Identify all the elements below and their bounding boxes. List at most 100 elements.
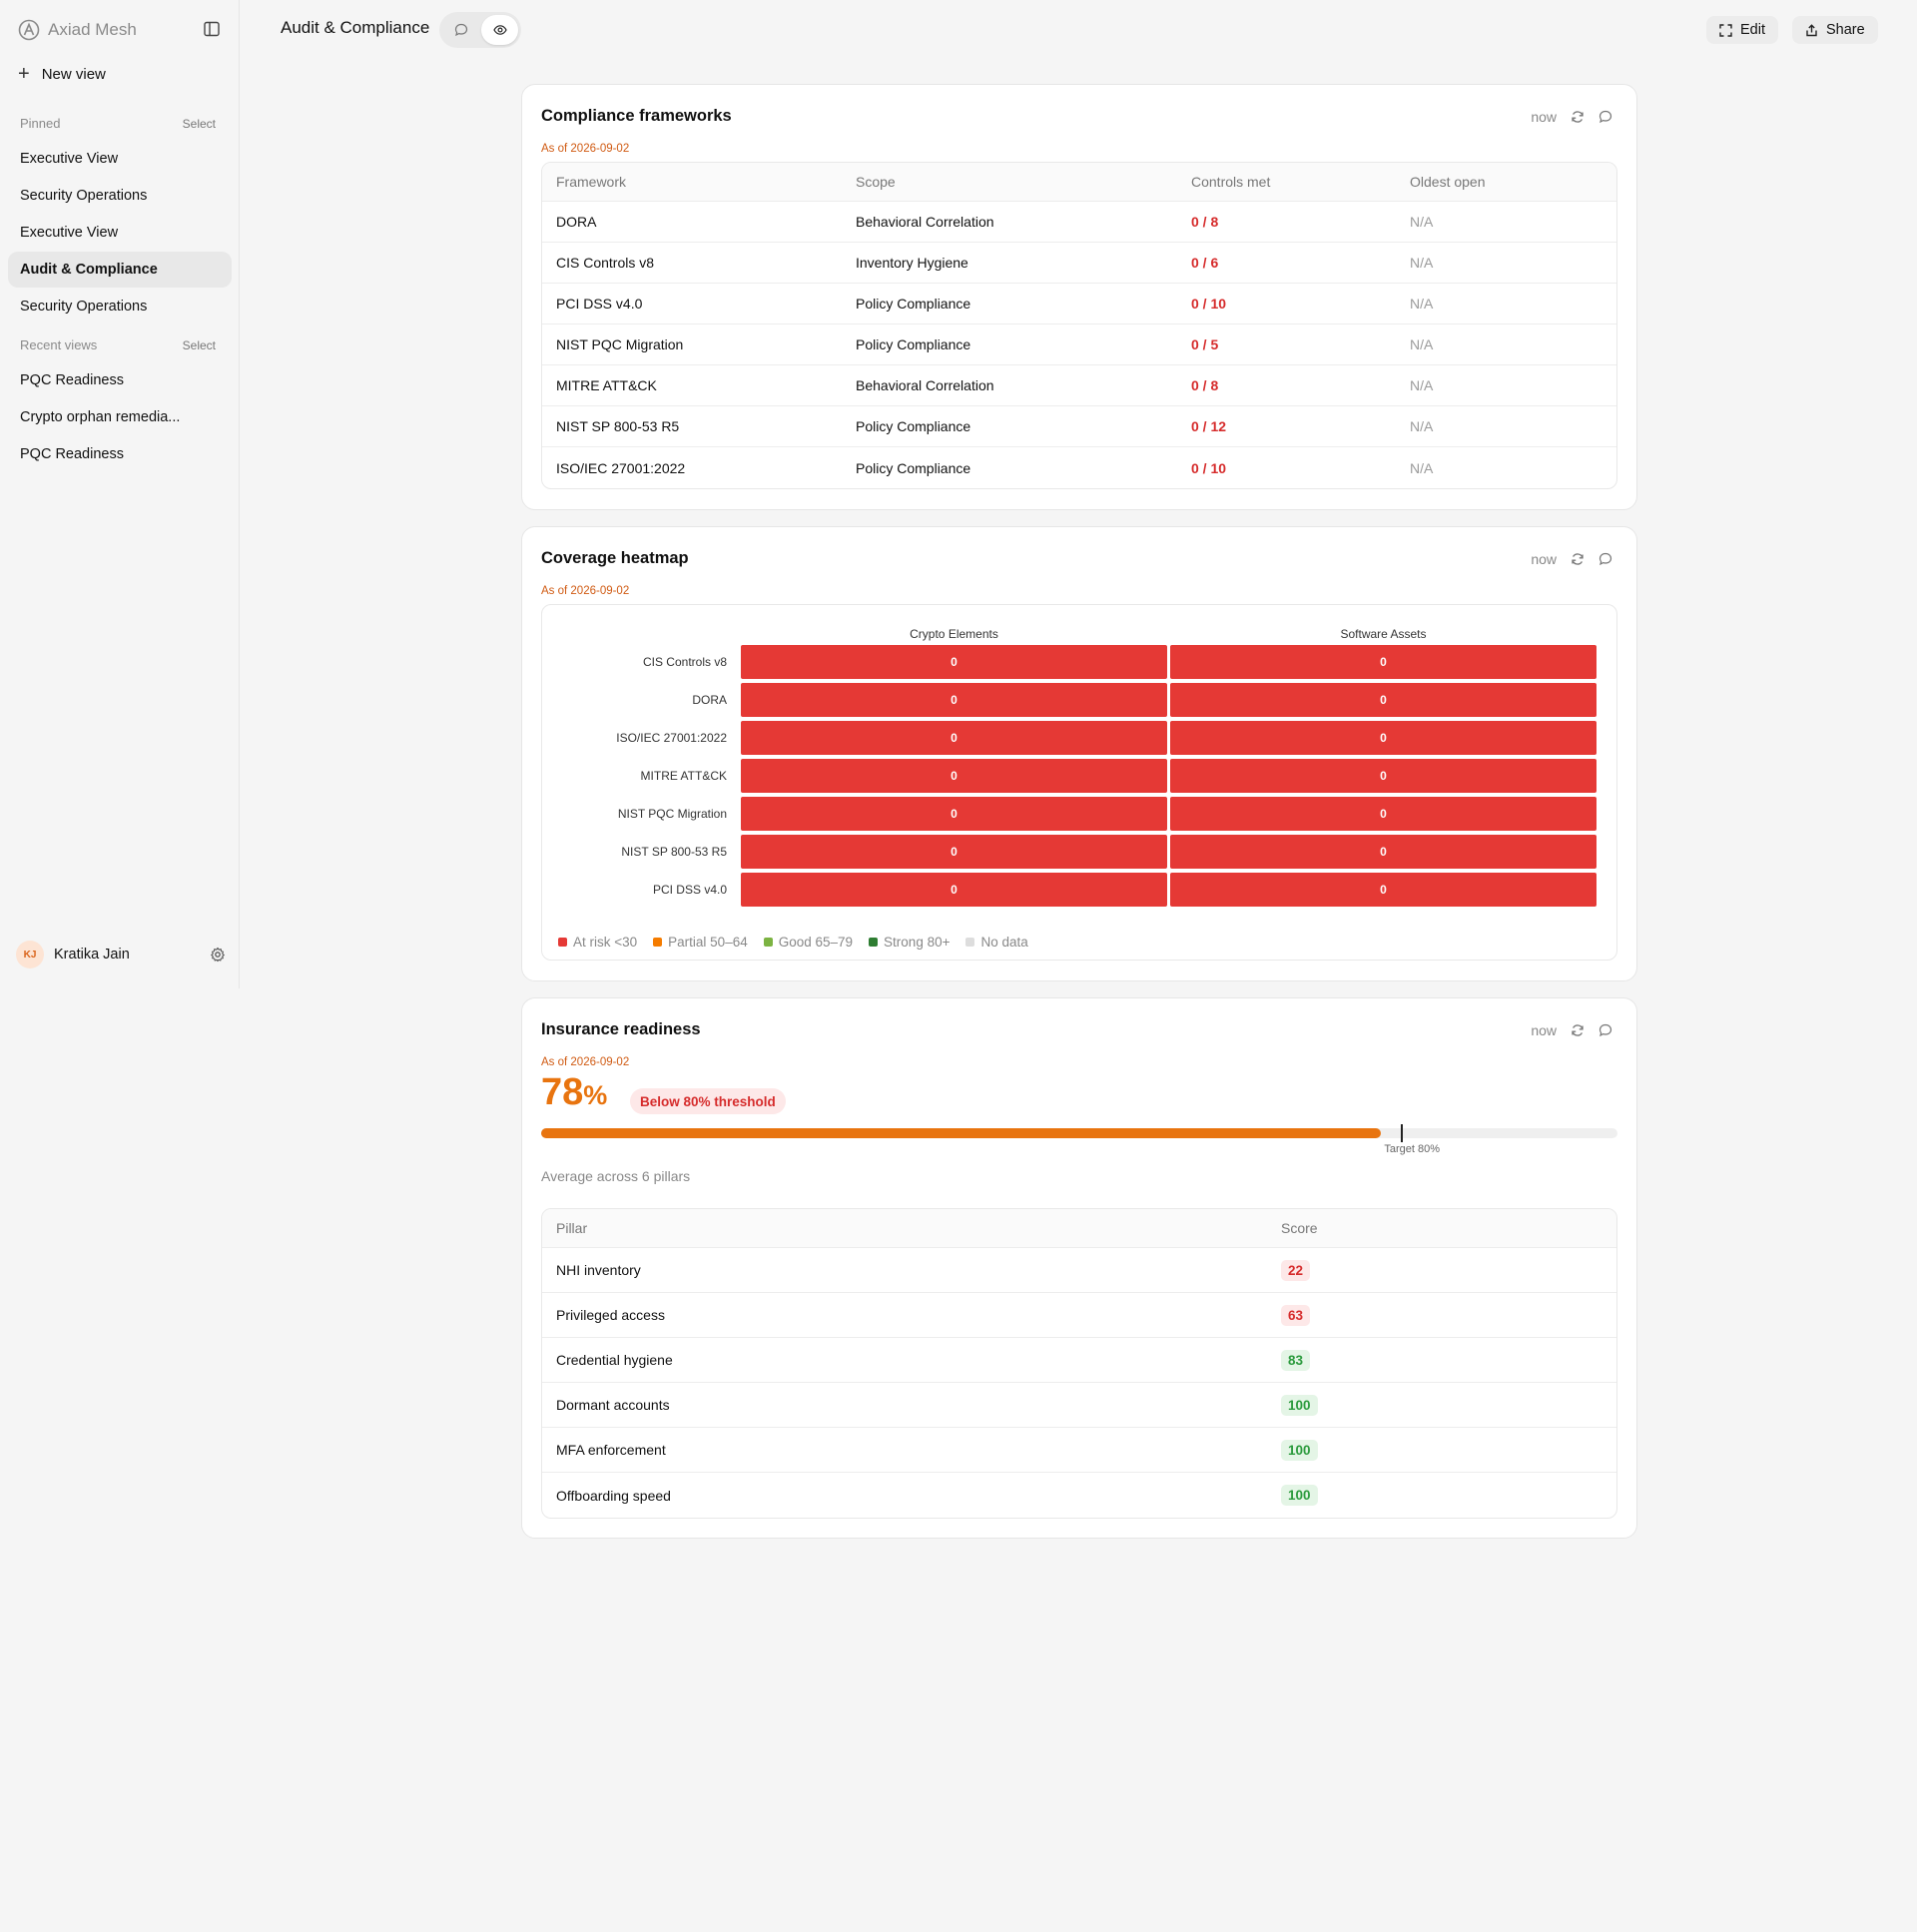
readiness-score-value: 78	[541, 1071, 584, 1113]
heatmap-cell[interactable]: 0	[1170, 835, 1597, 869]
sidebar-toggle-icon[interactable]	[203, 20, 221, 38]
eye-icon	[492, 25, 507, 35]
sidebar-item-executive-view[interactable]: Executive View	[20, 225, 119, 241]
legend-label: Good 65–79	[778, 935, 854, 950]
column-header[interactable]: Score	[1281, 1220, 1318, 1236]
controls-met-cell: 0 / 12	[1191, 418, 1227, 434]
heatmap-cell[interactable]: 0	[1170, 759, 1597, 793]
pillar-name: Privileged access	[556, 1307, 665, 1323]
legend-label: No data	[980, 935, 1028, 950]
heatmap-column-label: Software Assets	[1340, 627, 1427, 641]
table-row[interactable]: NIST PQC Migration Policy Compliance 0 /…	[542, 324, 1616, 365]
plus-icon: +	[18, 63, 30, 85]
heatmap-cell[interactable]: 0	[1170, 683, 1597, 717]
edit-button[interactable]: Edit	[1706, 16, 1778, 44]
heatmap-cell[interactable]: 0	[1170, 645, 1597, 679]
new-view-button[interactable]: + New view	[18, 64, 106, 84]
refresh-icon[interactable]	[1571, 552, 1585, 566]
sidebar-item-audit-compliance[interactable]: Audit & Compliance	[8, 252, 232, 288]
as-of-date: As of 2026-09-02	[541, 1056, 630, 1068]
target-label: Target 80%	[1384, 1143, 1441, 1155]
oldest-open-cell: N/A	[1410, 255, 1434, 271]
table-row[interactable]: Privileged access 63	[542, 1293, 1616, 1338]
heatmap-cell[interactable]: 0	[741, 721, 1167, 755]
heatmap-cell[interactable]: 0	[1170, 873, 1597, 907]
share-button[interactable]: Share	[1792, 16, 1878, 44]
heatmap-cell[interactable]: 0	[1170, 721, 1597, 755]
sidebar-item-pqc-readiness[interactable]: PQC Readiness	[20, 446, 124, 462]
controls-met-cell: 0 / 6	[1191, 255, 1219, 271]
expand-icon	[1719, 23, 1732, 37]
column-header[interactable]: Scope	[856, 174, 896, 190]
column-header[interactable]: Oldest open	[1410, 174, 1486, 190]
framework-cell: NIST SP 800-53 R5	[556, 418, 680, 434]
pinned-select-link[interactable]: Select	[182, 116, 216, 131]
framework-cell: NIST PQC Migration	[556, 336, 684, 352]
refresh-time: now	[1531, 1022, 1557, 1038]
table-row[interactable]: ISO/IEC 27001:2022 Policy Compliance 0 /…	[542, 447, 1616, 488]
page-title: Audit & Compliance	[281, 18, 430, 37]
comment-icon[interactable]	[1598, 110, 1612, 124]
sidebar-item-pqc-readiness[interactable]: PQC Readiness	[20, 372, 124, 388]
table-row[interactable]: Credential hygiene 83	[542, 1338, 1616, 1383]
table-row[interactable]: NHI inventory 22	[542, 1248, 1616, 1293]
card-actions: now	[1531, 109, 1612, 125]
oldest-open-cell: N/A	[1410, 336, 1434, 352]
comment-icon[interactable]	[1598, 1023, 1612, 1037]
heatmap-cell[interactable]: 0	[1170, 797, 1597, 831]
brand[interactable]: Axiad Mesh	[18, 18, 137, 42]
legend-item: At risk <30	[558, 935, 637, 950]
chat-mode-button[interactable]	[442, 15, 479, 45]
table-row[interactable]: Offboarding speed 100	[542, 1473, 1616, 1518]
sidebar-item-security-operations[interactable]: Security Operations	[20, 299, 148, 315]
readiness-score-unit: %	[583, 1080, 608, 1110]
view-mode-button[interactable]	[481, 15, 518, 45]
refresh-icon[interactable]	[1571, 1023, 1585, 1037]
controls-met-cell: 0 / 5	[1191, 336, 1219, 352]
controls-met-cell: 0 / 10	[1191, 296, 1227, 312]
heatmap-cell[interactable]: 0	[741, 645, 1167, 679]
card-actions: now	[1531, 1022, 1612, 1038]
heatmap-cell[interactable]: 0	[741, 797, 1167, 831]
gear-icon[interactable]	[210, 947, 226, 963]
heatmap-cell[interactable]: 0	[741, 835, 1167, 869]
pillar-name: MFA enforcement	[556, 1442, 666, 1458]
scope-cell: Behavioral Correlation	[856, 214, 994, 230]
view-mode-toggle	[439, 12, 521, 48]
sidebar-item-security-operations[interactable]: Security Operations	[20, 188, 148, 204]
refresh-icon[interactable]	[1571, 110, 1585, 124]
heatmap-row-label: ISO/IEC 27001:2022	[616, 731, 727, 745]
sidebar-item-crypto-orphan[interactable]: Crypto orphan remedia...	[20, 409, 181, 425]
column-header[interactable]: Controls met	[1191, 174, 1271, 190]
heatmap-row-label: NIST PQC Migration	[617, 807, 727, 821]
sidebar-item-executive-view[interactable]: Executive View	[20, 151, 119, 167]
scope-cell: Policy Compliance	[856, 459, 971, 476]
comment-icon[interactable]	[1598, 552, 1612, 566]
average-text: Average across 6 pillars	[541, 1168, 691, 1184]
column-header[interactable]: Framework	[556, 174, 627, 190]
oldest-open-cell: N/A	[1410, 418, 1434, 434]
table-header: Framework Scope Controls met Oldest open	[542, 163, 1616, 202]
heatmap-cell[interactable]: 0	[741, 873, 1167, 907]
table-row[interactable]: DORA Behavioral Correlation 0 / 8 N/A	[542, 202, 1616, 243]
table-row[interactable]: MFA enforcement 100	[542, 1428, 1616, 1473]
oldest-open-cell: N/A	[1410, 377, 1434, 393]
heatmap-cell[interactable]: 0	[741, 683, 1167, 717]
score-badge: 100	[1281, 1439, 1318, 1461]
table-row[interactable]: MITRE ATT&CK Behavioral Correlation 0 / …	[542, 365, 1616, 406]
table-row[interactable]: CIS Controls v8 Inventory Hygiene 0 / 6 …	[542, 243, 1616, 284]
column-header[interactable]: Pillar	[556, 1220, 588, 1236]
heatmap-row-label: NIST SP 800-53 R5	[621, 845, 727, 859]
score-badge: 83	[1281, 1349, 1311, 1371]
heatmap-legend: At risk <30 Partial 50–64 Good 65–79 Strong…	[558, 935, 1028, 950]
table-row[interactable]: PCI DSS v4.0 Policy Compliance 0 / 10 N/…	[542, 284, 1616, 324]
heatmap-cell[interactable]: 0	[741, 759, 1167, 793]
table-row[interactable]: NIST SP 800-53 R5 Policy Compliance 0 / …	[542, 406, 1616, 447]
table-row[interactable]: Dormant accounts 100	[542, 1383, 1616, 1428]
user-profile[interactable]: KJ Kratika Jain	[16, 941, 226, 968]
recent-select-link[interactable]: Select	[182, 337, 216, 352]
score-badge: 100	[1281, 1485, 1318, 1506]
score-badge: 100	[1281, 1394, 1318, 1416]
legend-swatch	[763, 938, 773, 947]
heatmap-column-label: Crypto Elements	[910, 627, 998, 641]
